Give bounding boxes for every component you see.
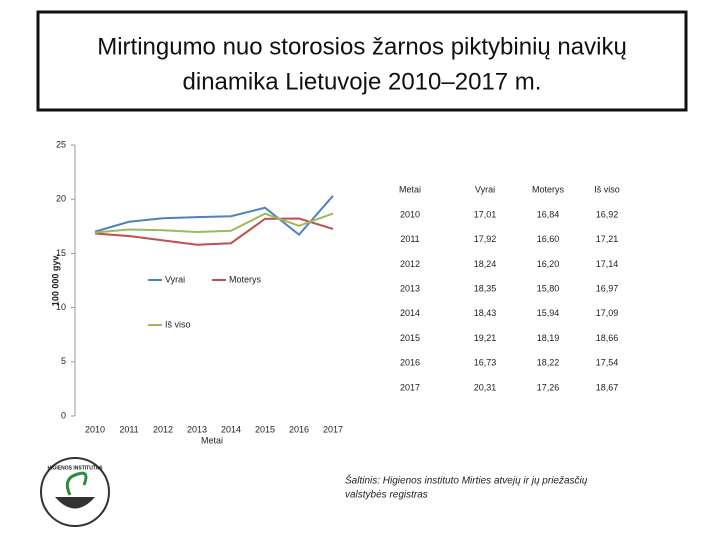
legend-label: Vyrai [165,274,185,284]
table-cell: 18,24 [474,259,497,269]
series-line [94,195,334,237]
y-tick-label: 5 [61,356,66,366]
table-cell: 16,97 [596,283,619,293]
table-cell: 17,14 [596,259,619,269]
x-tick-label: 2016 [289,424,309,434]
table-cell: 16,60 [537,234,560,244]
table-cell: 18,19 [537,333,560,343]
x-tick-label: 2014 [221,424,241,434]
logo-ring [40,457,110,527]
x-tick-label: 2015 [255,424,275,434]
title-box [36,10,688,112]
legend-label: Moterys [229,274,262,284]
logo-leaf [65,471,88,496]
table-cell: 17,26 [537,382,560,392]
y-tick-label: 15 [56,248,66,258]
source-text: valstybės registras [345,490,428,501]
x-tick-label: 2010 [85,424,105,434]
table-cell: 2012 [400,259,420,269]
table-header: Moterys [532,184,565,194]
y-axis-label: 100 000 gyv. [50,254,60,306]
table-cell: 2014 [400,308,420,318]
table-cell: 16,92 [596,209,619,219]
series-line [94,212,334,234]
table-cell: 15,80 [537,283,560,293]
y-tick-label: 25 [56,139,66,149]
table-cell: 18,43 [474,308,497,318]
y-tick-label: 20 [56,194,66,204]
table-cell: 2017 [400,382,420,392]
table-cell: 17,01 [474,209,497,219]
x-tick-label: 2011 [119,424,138,434]
table-cell: 17,09 [596,308,619,318]
table-cell: 15,94 [537,308,560,318]
chart-title: dinamika Lietuvoje 2010–2017 m. [183,68,542,95]
table-header: Vyrai [475,184,495,194]
y-tick-label: 10 [56,302,66,312]
table-cell: 16,84 [537,209,560,219]
logo-bowl [55,497,95,509]
table-cell: 18,66 [596,333,619,343]
table-cell: 2015 [400,333,420,343]
table-cell: 2013 [400,283,420,293]
table-cell: 18,22 [537,358,560,368]
table-cell: 2016 [400,358,420,368]
chart-title: Mirtingumo nuo storosios žarnos piktybin… [97,33,627,60]
table-cell: 20,31 [474,382,497,392]
x-axis-label: Metai [201,435,223,445]
series-line [94,217,334,246]
table-cell: 17,21 [596,234,619,244]
table-header: Iš viso [594,184,620,194]
x-tick-label: 2017 [323,424,343,434]
table-cell: 17,54 [596,358,619,368]
table-cell: 19,21 [474,333,497,343]
legend-label: Iš viso [165,319,191,329]
table-cell: 16,73 [474,358,497,368]
table-cell: 17,92 [474,234,497,244]
table-cell: 2010 [400,209,420,219]
x-tick-label: 2013 [187,424,207,434]
logo: HIGIENOS INSTITUTAS [40,457,110,527]
source-text: Šaltinis: Higienos instituto Mirties atv… [345,474,588,487]
table-header: Metai [399,184,421,194]
y-tick-label: 0 [61,410,66,420]
table-cell: 18,35 [474,283,497,293]
table-cell: 2011 [400,234,419,244]
table-cell: 16,20 [537,259,560,269]
x-tick-label: 2012 [153,424,173,434]
logo-text: HIGIENOS INSTITUTAS [48,465,104,471]
table-cell: 18,67 [596,382,619,392]
